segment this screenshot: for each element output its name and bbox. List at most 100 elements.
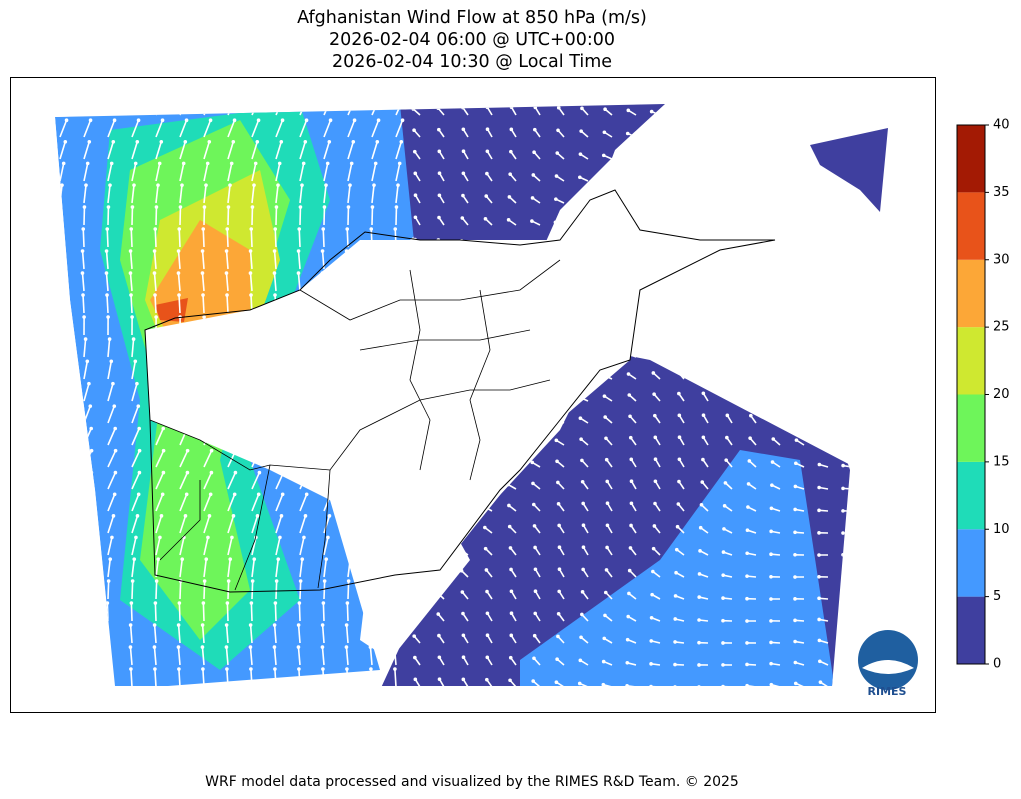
- wind-arrow: [395, 428, 404, 446]
- wind-arrow: [822, 304, 829, 314]
- wind-arrow: [202, 668, 205, 686]
- arrow-head: [845, 281, 850, 286]
- arrow-head: [232, 404, 237, 408]
- arrow-head: [625, 223, 629, 227]
- arrow-head: [841, 616, 846, 621]
- arrow-head: [89, 426, 94, 431]
- arrow-head: [344, 249, 349, 253]
- arrow-head: [701, 457, 705, 462]
- arrow-head: [320, 249, 325, 253]
- wind-arrow: [249, 250, 253, 270]
- arrow-head: [350, 535, 354, 540]
- arrow-head: [557, 589, 561, 594]
- no-data: [145, 190, 775, 575]
- wind-arrow: [393, 272, 397, 292]
- arrow-head: [697, 595, 702, 599]
- wind-arrow: [371, 493, 380, 512]
- wind-arrow: [203, 119, 212, 138]
- wind-arrow: [771, 178, 781, 182]
- arrow-head: [56, 645, 61, 649]
- arrow-head: [749, 325, 753, 330]
- wind-arrow: [107, 361, 113, 380]
- wind-arrow: [843, 617, 850, 622]
- wind-arrow: [371, 405, 380, 424]
- arrow-head: [530, 219, 534, 223]
- arrow-head: [437, 149, 442, 154]
- arrow-head: [58, 315, 62, 319]
- arrow-head: [433, 398, 437, 403]
- arrow-head: [601, 153, 606, 158]
- colorbar-tick-label: 0: [993, 657, 1001, 672]
- arrow-head: [433, 528, 438, 532]
- wind-arrow: [225, 250, 229, 270]
- arrow-head: [411, 107, 416, 111]
- arrow-head: [745, 641, 749, 645]
- wind-arrow: [323, 339, 327, 358]
- wind-arrow: [797, 239, 805, 248]
- arrow-head: [721, 663, 725, 667]
- arrow-head: [577, 289, 581, 293]
- wind-arrow: [227, 339, 231, 358]
- arrow-head: [251, 337, 256, 341]
- arrow-head: [577, 374, 582, 379]
- arrow-head: [821, 325, 825, 330]
- arrow-head: [392, 271, 397, 275]
- wind-arrow: [275, 383, 282, 402]
- arrow-head: [601, 176, 606, 181]
- arrow-head: [725, 413, 730, 418]
- arrow-head: [153, 227, 158, 231]
- wind-arrow: [393, 646, 397, 666]
- wind-arrow: [347, 339, 351, 358]
- arrow-head: [327, 514, 332, 518]
- wind-arrow: [225, 272, 229, 292]
- arrow-head: [351, 139, 356, 144]
- arrow-head: [793, 484, 798, 489]
- wind-arrow: [59, 537, 65, 556]
- wind-arrow: [155, 361, 161, 380]
- wind-arrow: [273, 624, 277, 644]
- arrow-head: [229, 359, 234, 364]
- wind-arrow: [394, 294, 397, 314]
- wind-arrow: [273, 272, 277, 292]
- wind-arrow: [845, 195, 850, 204]
- wind-arrow: [81, 250, 85, 270]
- arrow-head: [433, 464, 437, 469]
- arrow-head: [698, 525, 703, 530]
- wind-arrow: [845, 217, 850, 226]
- wind-arrow: [770, 156, 781, 160]
- arrow-head: [128, 623, 133, 627]
- wind-arrow: [298, 294, 301, 314]
- arrow-head: [376, 118, 381, 123]
- arrow-head: [185, 470, 190, 475]
- arrow-head: [108, 557, 113, 561]
- arrow-head: [228, 557, 233, 561]
- arrow-head: [697, 663, 701, 667]
- arrow-head: [320, 271, 325, 275]
- arrow-head: [128, 645, 133, 649]
- arrow-head: [301, 161, 306, 166]
- wind-arrow: [395, 559, 400, 578]
- wind-arrow: [795, 176, 805, 182]
- arrow-head: [154, 205, 159, 209]
- wind-arrow: [796, 218, 805, 226]
- wind-arrow: [227, 472, 237, 490]
- arrow-head: [817, 596, 821, 601]
- wind-arrow: [371, 428, 380, 446]
- wind-arrow: [203, 185, 207, 204]
- arrow-head: [202, 579, 207, 583]
- arrow-head: [111, 139, 116, 144]
- wind-arrow: [395, 537, 401, 556]
- wind-arrow: [273, 646, 277, 666]
- wind-arrow: [843, 111, 850, 116]
- wind-arrow: [131, 559, 136, 578]
- arrow-head: [529, 355, 533, 359]
- wind-arrow: [59, 428, 68, 446]
- arrow-head: [529, 265, 533, 270]
- arrow-head: [625, 637, 630, 642]
- arrow-head: [676, 370, 680, 374]
- arrow-head: [437, 127, 441, 132]
- arrow-head: [278, 535, 282, 540]
- arrow-head: [255, 514, 260, 518]
- arrow-head: [258, 97, 262, 101]
- wind-arrow: [250, 294, 253, 314]
